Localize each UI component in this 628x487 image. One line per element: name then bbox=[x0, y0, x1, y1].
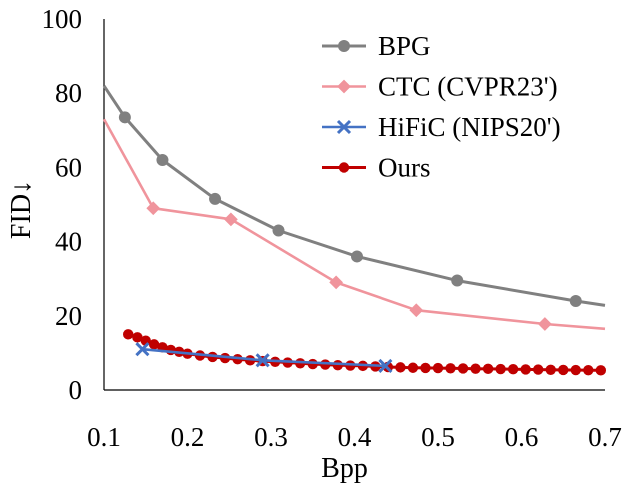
legend-label: HiFiC (NIPS20') bbox=[378, 112, 561, 142]
chart-axes: 0.1 0.2 0.3 0.4 0.5 0.6 0.7 0 20 40 60 80 100 bbox=[42, 4, 622, 452]
legend-swatch-marker bbox=[337, 79, 351, 94]
data-point-ours bbox=[407, 362, 419, 373]
legend-swatch-marker bbox=[338, 40, 350, 52]
data-point-bpg bbox=[451, 274, 464, 287]
x-axis-ticks: 0.1 0.2 0.3 0.4 0.5 0.6 0.7 bbox=[87, 422, 622, 452]
legend-label: BPG bbox=[378, 31, 431, 61]
data-point-hific-nips20 bbox=[135, 342, 150, 357]
legend-label: Ours bbox=[378, 153, 431, 183]
data-point-ours bbox=[507, 364, 519, 375]
x-tick-label: 0.7 bbox=[588, 422, 622, 452]
x-tick-label: 0.4 bbox=[338, 422, 372, 452]
data-point-ours bbox=[570, 364, 581, 376]
x-tick-label: 0.1 bbox=[87, 422, 121, 452]
y-tick-label: 80 bbox=[55, 78, 82, 108]
data-point-ours bbox=[470, 363, 481, 374]
data-point-ours bbox=[457, 363, 469, 374]
series-layer bbox=[102, 84, 607, 376]
legend-swatch-marker bbox=[336, 119, 352, 135]
series-hific-nips20 bbox=[135, 342, 393, 373]
series-bpg bbox=[102, 84, 606, 307]
data-point-bpg bbox=[351, 250, 364, 263]
x-tick-label: 0.5 bbox=[421, 422, 455, 452]
y-axis-ticks: 0 20 40 60 80 100 bbox=[42, 4, 83, 405]
x-tick-label: 0.3 bbox=[254, 422, 288, 452]
legend-item-ctc-cvpr23: CTC (CVPR23') bbox=[322, 72, 558, 102]
data-point-ours bbox=[482, 363, 494, 375]
legend-item-bpg: BPG bbox=[322, 31, 431, 61]
data-point-ctc-cvpr23 bbox=[329, 275, 344, 290]
data-point-ours bbox=[445, 363, 456, 374]
data-point-bpg bbox=[209, 192, 222, 205]
data-point-ctc-cvpr23 bbox=[224, 212, 238, 227]
data-point-bpg bbox=[272, 224, 285, 237]
data-point-ours bbox=[533, 364, 544, 375]
data-point-ours bbox=[545, 364, 556, 375]
data-point-bpg bbox=[156, 153, 169, 166]
x-tick-label: 0.2 bbox=[171, 422, 205, 452]
y-tick-label: 20 bbox=[55, 301, 82, 331]
data-point-ours bbox=[595, 365, 607, 376]
series-ctc-cvpr23 bbox=[102, 118, 606, 331]
data-point-ours bbox=[583, 364, 594, 376]
data-point-ours bbox=[395, 362, 406, 373]
y-tick-label: 60 bbox=[55, 152, 82, 182]
y-tick-label: 40 bbox=[55, 227, 82, 257]
data-point-ours bbox=[495, 363, 506, 375]
data-point-ours bbox=[558, 364, 569, 376]
data-point-ours bbox=[132, 332, 143, 343]
data-point-hific-nips20 bbox=[378, 358, 393, 373]
x-tick-label: 0.6 bbox=[505, 422, 539, 452]
x-axis-title: Bpp bbox=[321, 453, 368, 484]
y-axis-title: FID↓ bbox=[6, 180, 37, 239]
data-point-ctc-cvpr23 bbox=[409, 303, 424, 318]
legend-label: CTC (CVPR23') bbox=[378, 72, 558, 102]
y-tick-label: 0 bbox=[69, 375, 83, 405]
data-point-ours bbox=[148, 339, 160, 350]
legend-item-hific-nips20: HiFiC (NIPS20') bbox=[322, 112, 561, 142]
data-point-ours bbox=[123, 329, 134, 340]
series-line-ctc-cvpr23 bbox=[102, 118, 606, 331]
legend: BPG CTC (CVPR23') HiFiC (NIPS20') Ours bbox=[322, 31, 561, 183]
y-tick-label: 100 bbox=[42, 4, 83, 34]
data-point-ours bbox=[432, 362, 444, 374]
data-point-hific-nips20 bbox=[255, 353, 270, 368]
data-point-bpg bbox=[118, 111, 131, 124]
data-point-ours bbox=[420, 362, 431, 374]
series-ours bbox=[123, 329, 607, 376]
legend-item-ours: Ours bbox=[322, 153, 431, 183]
data-point-ctc-cvpr23 bbox=[146, 201, 161, 216]
data-point-bpg bbox=[569, 294, 582, 307]
data-point-ctc-cvpr23 bbox=[538, 317, 552, 331]
legend-swatch-marker bbox=[338, 162, 350, 173]
data-point-ours bbox=[520, 364, 531, 375]
